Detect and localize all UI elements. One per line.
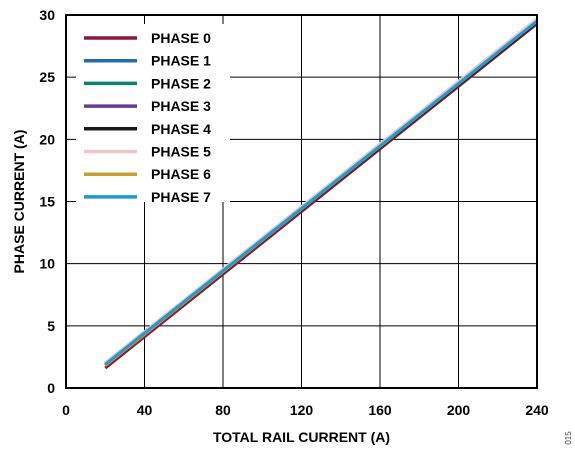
x-tick-label: 160 [368, 402, 392, 418]
y-tick-label: 15 [39, 194, 55, 210]
plot-frame [65, 14, 538, 389]
series-lines [104, 17, 538, 370]
legend: PHASE 0 PHASE 1 PHASE 2 PHASE 3 PHASE 4 PHASE… [76, 24, 230, 205]
y-tick-labels: 0 5 10 15 20 25 30 [39, 7, 55, 396]
legend-item: PHASE 6 [84, 166, 211, 182]
y-tick-label: 30 [39, 7, 55, 23]
legend-item: PHASE 7 [84, 189, 211, 205]
y-tick-label: 5 [47, 318, 55, 334]
legend-label: PHASE 4 [151, 121, 211, 137]
y-tick-label: 20 [39, 131, 55, 147]
y-tick-label: 0 [47, 380, 55, 396]
legend-background [76, 24, 230, 202]
legend-label: PHASE 7 [151, 189, 211, 205]
legend-item: PHASE 1 [84, 53, 211, 69]
legend-label: PHASE 6 [151, 166, 211, 182]
x-tick-label: 80 [215, 402, 231, 418]
x-tick-label: 40 [137, 402, 153, 418]
x-tick-label: 0 [62, 402, 70, 418]
series-line-phase-7 [104, 20, 538, 366]
legend-label: PHASE 1 [151, 53, 211, 69]
legend-label: PHASE 2 [151, 75, 211, 91]
x-axis-label: TOTAL RAIL CURRENT (A) [213, 429, 390, 445]
legend-label: PHASE 3 [151, 98, 211, 114]
y-tick-label: 25 [39, 69, 55, 85]
y-tick-label: 10 [39, 256, 55, 272]
legend-item: PHASE 4 [84, 121, 211, 137]
legend-label: PHASE 5 [151, 144, 211, 160]
x-tick-label: 120 [290, 402, 314, 418]
figure-id: 015 [564, 431, 573, 445]
legend-item: PHASE 5 [84, 144, 211, 160]
y-axis-label: PHASE CURRENT (A) [11, 130, 27, 274]
legend-item: PHASE 0 [84, 30, 211, 46]
x-tick-label: 200 [447, 402, 471, 418]
legend-item: PHASE 3 [84, 98, 211, 114]
legend-item: PHASE 2 [84, 75, 211, 91]
x-tick-labels: 0 40 80 120 160 200 240 [62, 402, 549, 418]
legend-label: PHASE 0 [151, 30, 211, 46]
x-tick-label: 240 [525, 402, 549, 418]
